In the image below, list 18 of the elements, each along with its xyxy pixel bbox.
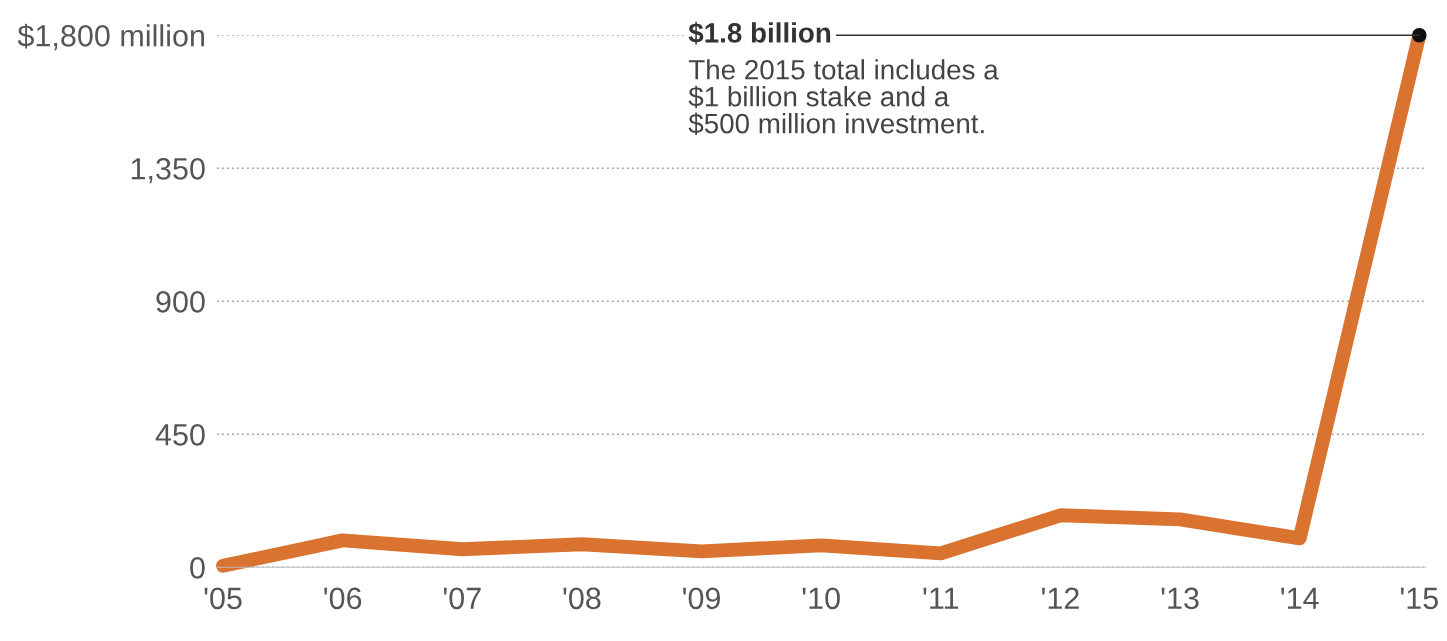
x-tick-label: '11: [923, 587, 959, 609]
annotation: The 2015 total includes a $1 billion stake and a $500 million investment.: [688, 59, 999, 136]
y-tick-label: 0: [190, 557, 205, 579]
x-tick-label: '15: [1400, 587, 1438, 610]
x-tick-label: '13: [1161, 587, 1199, 610]
x-tick-label: '06: [324, 587, 362, 610]
x-tick-label: '05: [204, 587, 242, 610]
x-tick-label: '07: [443, 587, 481, 610]
y-tick-label: 1,350: [131, 158, 205, 184]
x-tick-label: '12: [1042, 587, 1079, 609]
x-tick-label: '14: [1281, 587, 1319, 609]
x-tick-label: '10: [802, 587, 840, 610]
x-tick-label: '09: [683, 587, 721, 610]
annotation: $1.8 billion: [688, 21, 831, 45]
y-tick-label: 900: [156, 291, 205, 313]
y-tick-label: 450: [155, 424, 205, 446]
x-tick-label: '08: [563, 587, 601, 610]
y-tick-label: $1,800 million: [17, 23, 204, 51]
